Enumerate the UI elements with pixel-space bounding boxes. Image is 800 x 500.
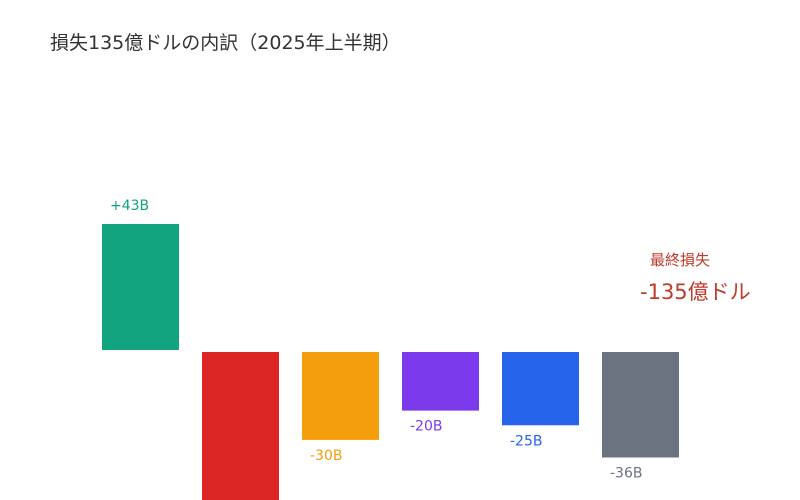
value-labels-group: +43B -30B -20B -25B -36B xyxy=(110,198,642,481)
final-loss-value: -135億ドル xyxy=(640,280,751,304)
bar-1 xyxy=(102,224,179,350)
bar-5 xyxy=(502,352,579,426)
value-label-5: -25B xyxy=(510,433,542,449)
value-label-4: -20B xyxy=(410,419,442,435)
bar-3 xyxy=(302,352,379,440)
final-loss-label: 最終損失 xyxy=(650,251,711,269)
chart-title: 損失135億ドルの内訳（2025年上半期） xyxy=(50,32,401,54)
bar-4 xyxy=(402,352,479,411)
bar-6 xyxy=(602,352,679,458)
value-label-1: +43B xyxy=(110,198,149,214)
bar-2 xyxy=(202,352,279,500)
value-label-6: -36B xyxy=(610,465,642,481)
bars-group xyxy=(102,224,679,500)
value-label-3: -30B xyxy=(310,448,342,464)
